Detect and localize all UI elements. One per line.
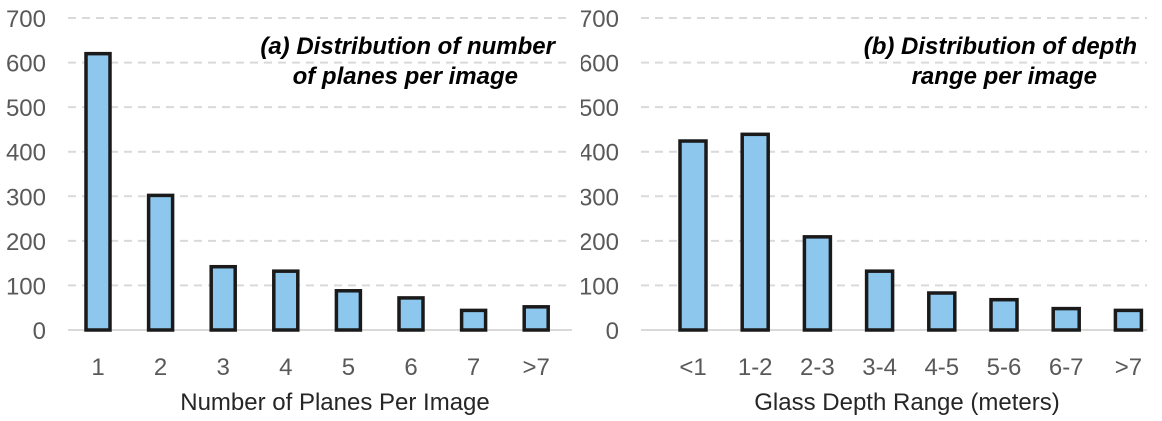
bar-6 [397, 296, 425, 332]
y-tick-label: 500 [581, 95, 619, 122]
chart-planes-per-image: (a) Distribution of number of planes per… [0, 0, 581, 416]
x-axis-title: Glass Depth Range (meters) [754, 389, 1059, 416]
y-tick-label: 0 [606, 318, 619, 345]
chart-title-line-2: of planes per image [293, 63, 518, 90]
x-tick-label: >7 [523, 354, 550, 381]
y-tick-label: 500 [6, 95, 46, 122]
x-tick-label: 6 [404, 354, 417, 381]
bar-23 [802, 235, 833, 332]
bar-12 [740, 132, 770, 332]
y-tick-label: 100 [6, 273, 46, 300]
y-tick-label: 0 [33, 318, 46, 345]
x-tick-label: 1-2 [738, 354, 773, 381]
bar-67 [1051, 306, 1081, 332]
x-tick-label: >7 [1115, 354, 1142, 381]
chart-b-svg: (b) Distribution of depth range per imag… [579, 6, 1147, 416]
x-tick-label: 6-7 [1049, 354, 1084, 381]
bar-1 [84, 51, 112, 332]
bar-2 [146, 193, 175, 332]
bar-5 [334, 289, 363, 332]
x-tick-label: <1 [679, 354, 706, 381]
y-tick-label: 200 [581, 229, 619, 256]
bar-1 [678, 139, 708, 332]
x-tick-label: 5 [342, 354, 355, 381]
y-tick-label: 600 [6, 51, 46, 78]
x-tick-label: 4-5 [924, 354, 959, 381]
bar-56 [989, 297, 1019, 332]
y-tick-label: 100 [581, 273, 619, 300]
bar-45 [927, 291, 957, 332]
chart-title-line-2: range per image [912, 63, 1097, 90]
x-tick-label: 5-6 [987, 354, 1022, 381]
chart-a-svg: (a) Distribution of number of planes per… [6, 6, 572, 416]
y-tick-label: 700 [581, 6, 619, 33]
bar-3 [209, 264, 237, 332]
y-tick-label: 300 [6, 184, 46, 211]
x-axis-title: Number of Planes Per Image [180, 389, 489, 416]
x-tick-label: 1 [91, 354, 104, 381]
y-tick-label: 700 [6, 6, 46, 33]
x-tick-label: 3-4 [862, 354, 897, 381]
y-tick-label: 400 [6, 140, 46, 167]
x-tick-label: 3 [217, 354, 230, 381]
y-tick-label: 400 [581, 140, 619, 167]
bar-7 [459, 308, 488, 332]
chart-title-line-1: (b) Distribution of depth [864, 33, 1137, 60]
chart-title-line-1: (a) Distribution of number [260, 33, 556, 60]
y-tick-label: 200 [6, 229, 46, 256]
chart-depth-range-per-image: (b) Distribution of depth range per imag… [579, 0, 1162, 416]
y-tick-label: 300 [581, 184, 619, 211]
x-tick-label: 2 [154, 354, 167, 381]
x-tick-label: 2-3 [800, 354, 835, 381]
bar-4 [272, 269, 300, 332]
bar-7 [522, 305, 550, 332]
x-tick-label: 4 [279, 354, 292, 381]
bar-34 [864, 269, 895, 332]
x-tick-label: 7 [467, 354, 480, 381]
bar-7 [1113, 308, 1144, 332]
y-tick-label: 600 [581, 51, 619, 78]
